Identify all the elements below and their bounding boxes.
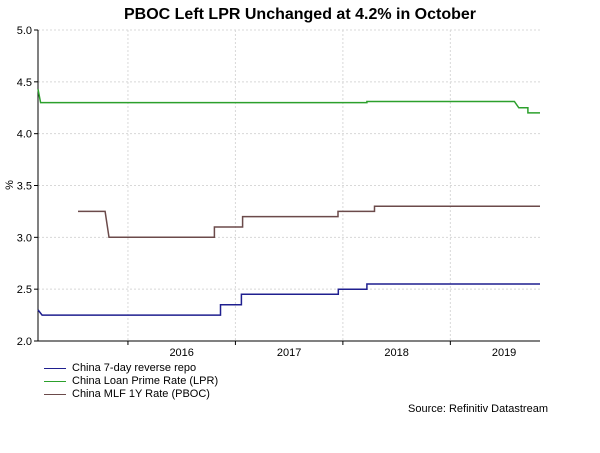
legend-swatch-lpr bbox=[44, 381, 66, 382]
y-tick-label: 2.0 bbox=[17, 336, 32, 348]
legend-label-lpr: China Loan Prime Rate (LPR) bbox=[72, 375, 219, 387]
axes: 2.0 2.5 3.0 3.5 4.0 4.5 5.0 2016 2017 2018 2019 bbox=[17, 25, 540, 359]
series-line-2 bbox=[78, 205, 540, 239]
legend-swatch-mlf bbox=[44, 394, 66, 395]
legend-label-reverse-repo: China 7-day reverse repo bbox=[72, 362, 197, 374]
y-tick-label: 3.5 bbox=[17, 181, 32, 193]
y-tick-label: 2.5 bbox=[17, 284, 32, 296]
series-lines bbox=[37, 88, 540, 316]
legend-label-mlf: China MLF 1Y Rate (PBOC) bbox=[72, 388, 210, 400]
series-line-1 bbox=[37, 88, 540, 114]
source-note: Source: Refinitiv Datastream bbox=[408, 403, 548, 415]
y-tick-label: 4.5 bbox=[17, 77, 32, 89]
x-tick-label: 2018 bbox=[384, 347, 408, 359]
chart-title: PBOC Left LPR Unchanged at 4.2% in Octob… bbox=[124, 6, 476, 23]
y-tick-label: 5.0 bbox=[17, 25, 32, 37]
series-line-0 bbox=[37, 283, 540, 316]
legend-item-lpr: China Loan Prime Rate (LPR) bbox=[44, 375, 218, 388]
legend-swatch-reverse-repo bbox=[44, 368, 66, 369]
y-tick-label: 3.0 bbox=[17, 232, 32, 244]
x-tick-label: 2016 bbox=[169, 347, 193, 359]
y-axis-label: % bbox=[4, 180, 16, 190]
y-tick-label: 4.0 bbox=[17, 129, 32, 141]
legend: China 7-day reverse repo China Loan Prim… bbox=[44, 362, 218, 401]
legend-item-reverse-repo: China 7-day reverse repo bbox=[44, 362, 218, 375]
legend-item-mlf: China MLF 1Y Rate (PBOC) bbox=[44, 388, 218, 401]
x-tick-label: 2017 bbox=[277, 347, 301, 359]
x-tick-label: 2019 bbox=[492, 347, 516, 359]
